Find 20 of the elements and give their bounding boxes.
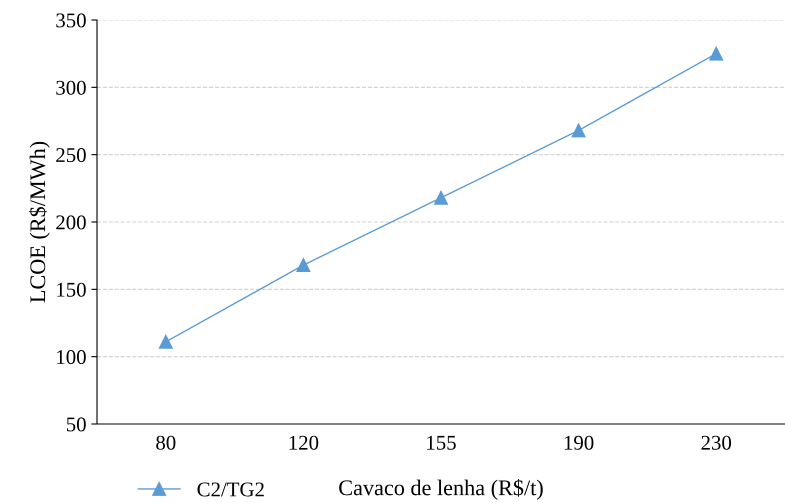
point: [709, 46, 724, 61]
x-tick-label: 155: [427, 436, 456, 450]
point: [158, 334, 173, 349]
x-tick-label: 230: [701, 436, 732, 450]
x-tick-label: 120: [290, 436, 318, 450]
y-tick-label: 200: [56, 215, 86, 230]
point: [434, 190, 448, 205]
x-tick-label: 80: [156, 436, 176, 450]
y-tick-label: 350: [56, 13, 86, 28]
y-tick-label: 150: [57, 282, 86, 297]
y-tick-label: 300: [56, 80, 86, 95]
point: [296, 258, 310, 272]
point: [572, 123, 586, 138]
y-tick-label: 100: [57, 350, 86, 364]
y-tick-label: 50: [66, 417, 86, 432]
x-axis-title: Cavaco de lenha (R$/t): [339, 479, 543, 500]
x-tick-label: 190: [564, 436, 594, 450]
y-tick-label: 250: [56, 148, 86, 162]
y-axis-title: LCOE (R$/MWh): [28, 142, 50, 303]
legend-label: C2/TG2: [198, 482, 264, 496]
